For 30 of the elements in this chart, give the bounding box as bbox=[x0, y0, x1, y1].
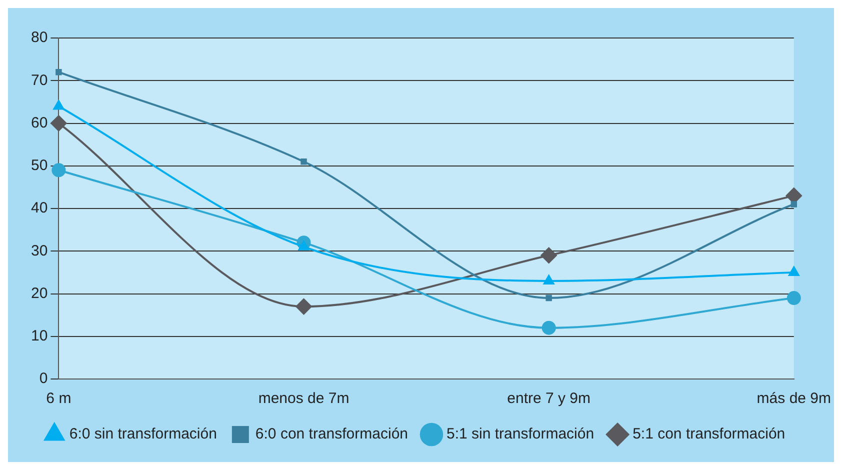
legend-label: 6:0 sin transformación bbox=[69, 426, 217, 443]
point bbox=[790, 201, 798, 208]
x-tick-label: entre 7 y 9m bbox=[507, 390, 591, 408]
point bbox=[544, 274, 554, 284]
y-tick-label: 30 bbox=[30, 242, 48, 260]
y-tick-label: 60 bbox=[30, 114, 48, 132]
point bbox=[540, 247, 557, 264]
point bbox=[786, 291, 801, 306]
point bbox=[300, 158, 307, 165]
y-tick-label: 10 bbox=[30, 328, 48, 345]
y-tick-label: 0 bbox=[39, 370, 48, 388]
point bbox=[50, 115, 67, 132]
y-tick-label: 40 bbox=[30, 200, 48, 217]
point bbox=[56, 68, 62, 76]
legend-label: 5:1 con transformación bbox=[632, 426, 786, 443]
point bbox=[546, 294, 552, 302]
y-tick-label: 80 bbox=[30, 29, 48, 46]
y-tick-label: 50 bbox=[30, 157, 48, 174]
legend-label: 5:1 sin transformación bbox=[446, 426, 594, 443]
legend-label: 6:0 con transformación bbox=[255, 426, 408, 443]
point bbox=[53, 100, 64, 110]
y-tick-label: 70 bbox=[30, 72, 48, 89]
x-tick-label: menos de 7m bbox=[258, 390, 350, 408]
point bbox=[542, 320, 556, 335]
point bbox=[296, 298, 312, 315]
x-tick-label: 6 m bbox=[46, 390, 72, 408]
x-tick-label: más de 9m bbox=[756, 390, 832, 408]
point bbox=[788, 266, 800, 276]
point bbox=[298, 240, 310, 250]
y-tick-label: 20 bbox=[30, 284, 48, 302]
